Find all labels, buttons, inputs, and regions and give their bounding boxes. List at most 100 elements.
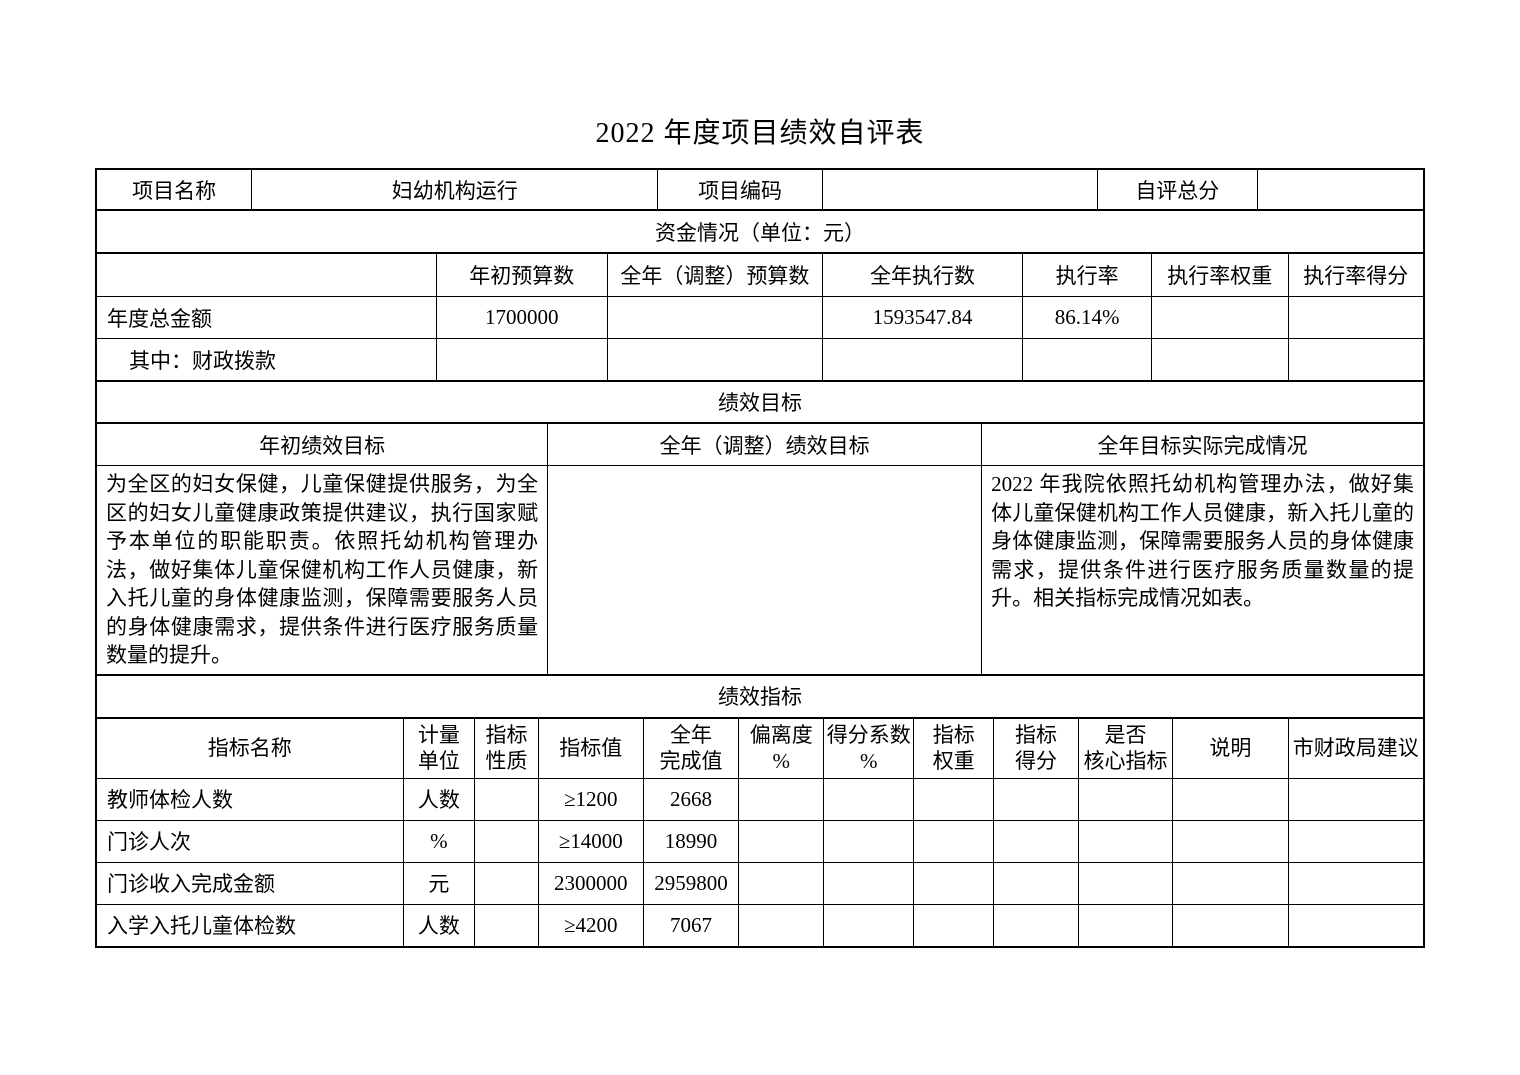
indicator-name: 门诊人次 <box>96 819 404 863</box>
funding-cell <box>1150 338 1289 381</box>
funding-cell <box>435 338 608 381</box>
funding-cell <box>1287 296 1425 339</box>
indicator-col-header: 全年 完成值 <box>642 717 740 779</box>
indicator-row: 门诊人次 % ≥14000 18990 <box>96 819 1425 863</box>
indicator-cell <box>1287 819 1425 863</box>
funding-cell <box>821 338 1024 381</box>
actual-completion-text: 2022 年我院依照托幼机构管理办法，做好集体儿童保健机构工作人员健康，新入托儿… <box>981 465 1424 675</box>
funding-row-fiscal: 其中：财政拨款 <box>96 338 1425 381</box>
adjusted-goal-text <box>547 465 983 675</box>
indicator-cell <box>913 903 995 947</box>
table-row: 绩效目标 <box>96 381 1424 423</box>
indicator-cell <box>1172 777 1289 821</box>
indicator-cell: 2300000 <box>537 861 644 905</box>
indicator-cell <box>738 777 825 821</box>
indicator-cell <box>913 861 995 905</box>
indicator-cell <box>474 777 539 821</box>
indicator-cell <box>1077 861 1174 905</box>
indicators-title-table: 绩效指标 <box>96 674 1424 718</box>
funding-col-header: 全年执行数 <box>821 253 1024 297</box>
project-name-value: 妇幼机构运行 <box>251 169 659 210</box>
funding-row-label: 其中：财政拨款 <box>96 338 437 381</box>
project-code-label: 项目编码 <box>657 169 823 210</box>
indicator-cell: 2668 <box>642 777 740 821</box>
indicator-cell: 人数 <box>402 903 476 947</box>
indicator-cell <box>1172 903 1289 947</box>
indicator-col-header: 指标 性质 <box>474 717 539 779</box>
indicator-cell <box>823 819 915 863</box>
indicators-section-title: 绩效指标 <box>96 674 1424 718</box>
project-name-label: 项目名称 <box>95 169 253 210</box>
funding-col-header: 全年（调整）预算数 <box>606 253 823 297</box>
indicator-cell: ≥4200 <box>537 903 644 947</box>
self-score-label: 自评总分 <box>1096 169 1259 210</box>
indicator-col-header: 指标 权重 <box>913 717 995 779</box>
indicator-cell <box>738 903 825 947</box>
indicator-col-header: 指标 得分 <box>993 717 1079 779</box>
funding-col-header: 执行率得分 <box>1287 253 1425 297</box>
indicator-cell <box>993 861 1079 905</box>
indicator-cell <box>993 903 1079 947</box>
indicator-col-header: 偏离度 % <box>738 717 825 779</box>
indicator-col-header: 市财政局建议 <box>1287 717 1425 779</box>
indicator-cell: % <box>402 819 476 863</box>
project-code-value <box>821 169 1098 210</box>
indicator-cell <box>474 819 539 863</box>
goals-content-row: 为全区的妇女保健，儿童保健提供服务，为全区的妇女儿童健康政策提供建议，执行国家赋… <box>95 465 1424 675</box>
indicator-cell: ≥1200 <box>537 777 644 821</box>
indicator-col-header: 指标名称 <box>96 717 404 779</box>
table-row: 绩效指标 <box>96 674 1424 718</box>
indicator-cell <box>823 861 915 905</box>
funding-col-header: 执行率 <box>1022 253 1152 297</box>
indicator-cell <box>738 861 825 905</box>
indicator-cell: 2959800 <box>642 861 740 905</box>
indicator-cell <box>1077 777 1174 821</box>
project-header-table: 项目名称 妇幼机构运行 项目编码 自评总分 <box>95 169 1424 210</box>
indicator-name: 门诊收入完成金额 <box>96 861 404 905</box>
initial-goal-text: 为全区的妇女保健，儿童保健提供服务，为全区的妇女儿童健康政策提供建议，执行国家赋… <box>95 465 549 675</box>
self-evaluation-table: 项目名称 妇幼机构运行 项目编码 自评总分 资金情况（单位：元） 年初预算数 <box>95 168 1425 948</box>
indicators-table: 指标名称 计量 单位 指标 性质 指标值 全年 完成值 偏离度 % 得分系数 %… <box>96 717 1425 947</box>
funding-header-row: 年初预算数 全年（调整）预算数 全年执行数 执行率 执行率权重 执行率得分 <box>96 253 1425 297</box>
indicator-cell <box>823 903 915 947</box>
funding-cell: 1593547.84 <box>821 296 1024 339</box>
indicator-cell <box>1077 903 1174 947</box>
indicator-cell <box>913 777 995 821</box>
indicator-cell: 人数 <box>402 777 476 821</box>
goals-title-table: 绩效目标 <box>96 381 1424 423</box>
indicator-cell <box>1172 861 1289 905</box>
indicator-cell <box>993 819 1079 863</box>
funding-section-title: 资金情况（单位：元） <box>96 210 1424 253</box>
funding-cell: 86.14% <box>1022 296 1152 339</box>
goals-col-header: 全年目标实际完成情况 <box>981 423 1424 466</box>
funding-cell <box>606 338 823 381</box>
funding-row-label: 年度总金额 <box>96 296 437 339</box>
indicator-col-header: 指标值 <box>537 717 644 779</box>
indicator-col-header: 得分系数 % <box>823 717 915 779</box>
indicator-cell <box>1287 861 1425 905</box>
indicator-cell <box>823 777 915 821</box>
indicator-row: 入学入托儿童体检数 人数 ≥4200 7067 <box>96 903 1425 947</box>
page-title: 2022 年度项目绩效自评表 <box>595 118 925 149</box>
goals-header-row: 年初绩效目标 全年（调整）绩效目标 全年目标实际完成情况 <box>95 423 1424 466</box>
goals-table: 年初绩效目标 全年（调整）绩效目标 全年目标实际完成情况 为全区的妇女保健，儿童… <box>95 423 1424 675</box>
indicator-row: 教师体检人数 人数 ≥1200 2668 <box>96 777 1425 821</box>
indicator-col-header: 说明 <box>1172 717 1289 779</box>
indicator-cell <box>474 903 539 947</box>
indicators-header-row: 指标名称 计量 单位 指标 性质 指标值 全年 完成值 偏离度 % 得分系数 %… <box>96 717 1425 779</box>
funding-table: 年初预算数 全年（调整）预算数 全年执行数 执行率 执行率权重 执行率得分 年度… <box>96 253 1425 381</box>
indicator-name: 教师体检人数 <box>96 777 404 821</box>
indicator-cell <box>913 819 995 863</box>
indicator-col-header: 计量 单位 <box>402 717 476 779</box>
indicator-cell <box>993 777 1079 821</box>
indicator-cell <box>738 819 825 863</box>
funding-col-header <box>96 253 437 297</box>
funding-cell <box>1287 338 1425 381</box>
indicator-cell <box>1077 819 1174 863</box>
goals-col-header: 全年（调整）绩效目标 <box>547 423 983 466</box>
indicator-cell <box>1287 903 1425 947</box>
indicator-cell: ≥14000 <box>537 819 644 863</box>
indicator-cell: 18990 <box>642 819 740 863</box>
indicator-name: 入学入托儿童体检数 <box>96 903 404 947</box>
document-page: 2022 年度项目绩效自评表 项目名称 妇幼机构运行 项目编码 自评总分 资金情… <box>95 0 1425 948</box>
